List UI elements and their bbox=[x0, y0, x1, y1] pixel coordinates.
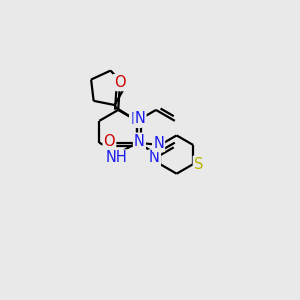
Text: O: O bbox=[114, 75, 125, 90]
Text: O: O bbox=[103, 134, 115, 149]
Text: S: S bbox=[194, 157, 203, 172]
Text: NH: NH bbox=[106, 150, 128, 165]
Text: N: N bbox=[149, 150, 160, 165]
Text: N: N bbox=[135, 111, 146, 126]
Text: N: N bbox=[153, 136, 164, 151]
Text: N: N bbox=[134, 134, 145, 149]
Text: N: N bbox=[130, 112, 141, 127]
